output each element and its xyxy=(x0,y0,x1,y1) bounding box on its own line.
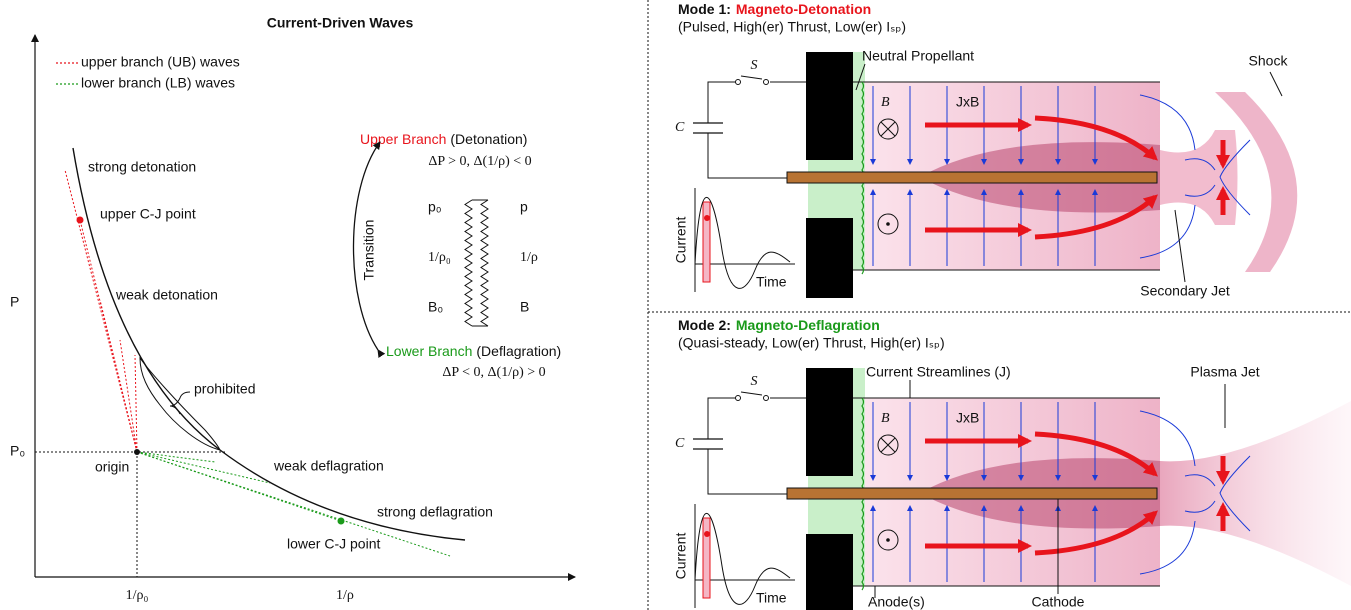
axis-label: 1/ρ₀ xyxy=(126,588,149,603)
ub-wave xyxy=(100,300,137,452)
leader xyxy=(1175,210,1185,282)
state-label: 1/ρ xyxy=(520,250,538,265)
mode-title: Mode 1: Magneto-Detonation xyxy=(678,1,871,17)
secondary-jet xyxy=(1160,130,1238,225)
circuit xyxy=(708,76,806,178)
mode-label: Mode 2: xyxy=(678,317,731,333)
mode-label: Mode 1: xyxy=(678,1,731,17)
wave-front xyxy=(481,200,488,326)
lower-cj-point xyxy=(338,518,345,525)
field-out xyxy=(886,538,890,542)
mode-subtitle: (Quasi-steady, Low(er) Thrust, High(er) … xyxy=(678,335,945,351)
title: Current-Driven Waves xyxy=(267,15,414,31)
pulse-point xyxy=(704,215,710,221)
state-label: 1/ρ₀ xyxy=(428,250,451,265)
waveform-label: Current xyxy=(673,217,689,264)
pulse-point xyxy=(704,531,710,537)
force-label: JxB xyxy=(956,410,979,426)
anode xyxy=(806,52,853,160)
annotation: Secondary Jet xyxy=(1140,283,1230,299)
label: prohibited xyxy=(194,381,256,397)
mode-title: Mode 2: Magneto-Deflagration xyxy=(678,317,880,333)
upper-cj-point xyxy=(77,217,84,224)
mode-subtitle: (Pulsed, High(er) Thrust, Low(er) Iₛₚ) xyxy=(678,19,906,35)
label: weak detonation xyxy=(115,287,218,303)
label: origin xyxy=(95,459,129,475)
state-label: B xyxy=(520,299,529,315)
field-label: B⃗ xyxy=(881,95,900,110)
annotation: Anode(s) xyxy=(868,594,925,610)
mode-name: Magneto-Detonation xyxy=(736,1,871,17)
annotation: Shock xyxy=(1249,53,1289,69)
switch xyxy=(736,396,741,401)
pulse-window xyxy=(703,518,710,598)
anode xyxy=(806,534,853,610)
switch-label: S xyxy=(751,58,758,73)
waveform-label: Current xyxy=(673,533,689,580)
waveform-label: Time xyxy=(756,274,787,290)
field-label: B⃗ xyxy=(881,411,900,426)
label: upper C-J point xyxy=(100,206,196,222)
cathode xyxy=(787,172,1157,183)
annotation: Neutral Propellant xyxy=(862,48,974,64)
annotation: Current Streamlines (J) xyxy=(866,364,1011,380)
prohibited-region xyxy=(140,358,220,450)
switch xyxy=(764,396,769,401)
lower-name: Lower Branch xyxy=(386,343,472,359)
pulse-window xyxy=(703,202,710,282)
label: ΔP > 0, Δ(1/ρ) < 0 xyxy=(428,154,531,169)
ub-wave xyxy=(135,355,137,452)
label: strong deflagration xyxy=(377,504,493,520)
label: strong detonation xyxy=(88,159,196,175)
lower-branch: Lower Branch(Deflagration) xyxy=(386,343,561,359)
axis-label: P xyxy=(10,294,19,310)
upper-kind: (Detonation) xyxy=(450,131,527,147)
annotation: Plasma Jet xyxy=(1190,364,1259,380)
label: lower C-J point xyxy=(287,536,380,552)
state-label: p₀ xyxy=(428,199,442,215)
wave-front xyxy=(465,200,472,326)
transition-label: Transition xyxy=(361,220,377,281)
axis-label: 1/ρ xyxy=(336,588,354,603)
switch-label: S xyxy=(751,374,758,389)
anode xyxy=(806,368,853,476)
upper-branch: Upper Branch(Detonation) xyxy=(360,131,527,147)
upper-name: Upper Branch xyxy=(360,131,446,147)
field-out xyxy=(886,222,890,226)
annotation: Cathode xyxy=(1032,594,1085,610)
leader xyxy=(1270,72,1282,96)
lower-kind: (Deflagration) xyxy=(476,343,561,359)
switch xyxy=(736,80,741,85)
state-label: B₀ xyxy=(428,299,443,315)
lb-wave xyxy=(137,452,215,462)
switch xyxy=(764,80,769,85)
capacitor-label: C xyxy=(675,436,685,451)
plasma-jet xyxy=(1160,401,1351,586)
label: weak deflagration xyxy=(273,458,384,474)
label: ΔP < 0, Δ(1/ρ) > 0 xyxy=(442,365,545,380)
legend-label: upper branch (UB) waves xyxy=(81,54,240,70)
cathode xyxy=(787,488,1157,499)
root: Current-Driven Waves upper branch (UB) wa… xyxy=(10,0,1351,610)
circuit xyxy=(708,392,806,494)
mode-name: Magneto-Deflagration xyxy=(736,317,880,333)
lb-wave xyxy=(137,452,270,483)
legend-label: lower branch (LB) waves xyxy=(81,75,235,91)
axis-label: P₀ xyxy=(10,443,25,459)
brace xyxy=(170,392,190,414)
capacitor-label: C xyxy=(675,120,685,135)
waveform-label: Time xyxy=(756,590,787,606)
anode xyxy=(806,218,853,298)
force-label: JxB xyxy=(956,94,979,110)
origin-point xyxy=(134,449,140,455)
state-label: p xyxy=(520,199,528,215)
ub-wave xyxy=(80,220,137,452)
figure: Current-Driven Waves upper branch (UB) wa… xyxy=(0,0,1351,610)
